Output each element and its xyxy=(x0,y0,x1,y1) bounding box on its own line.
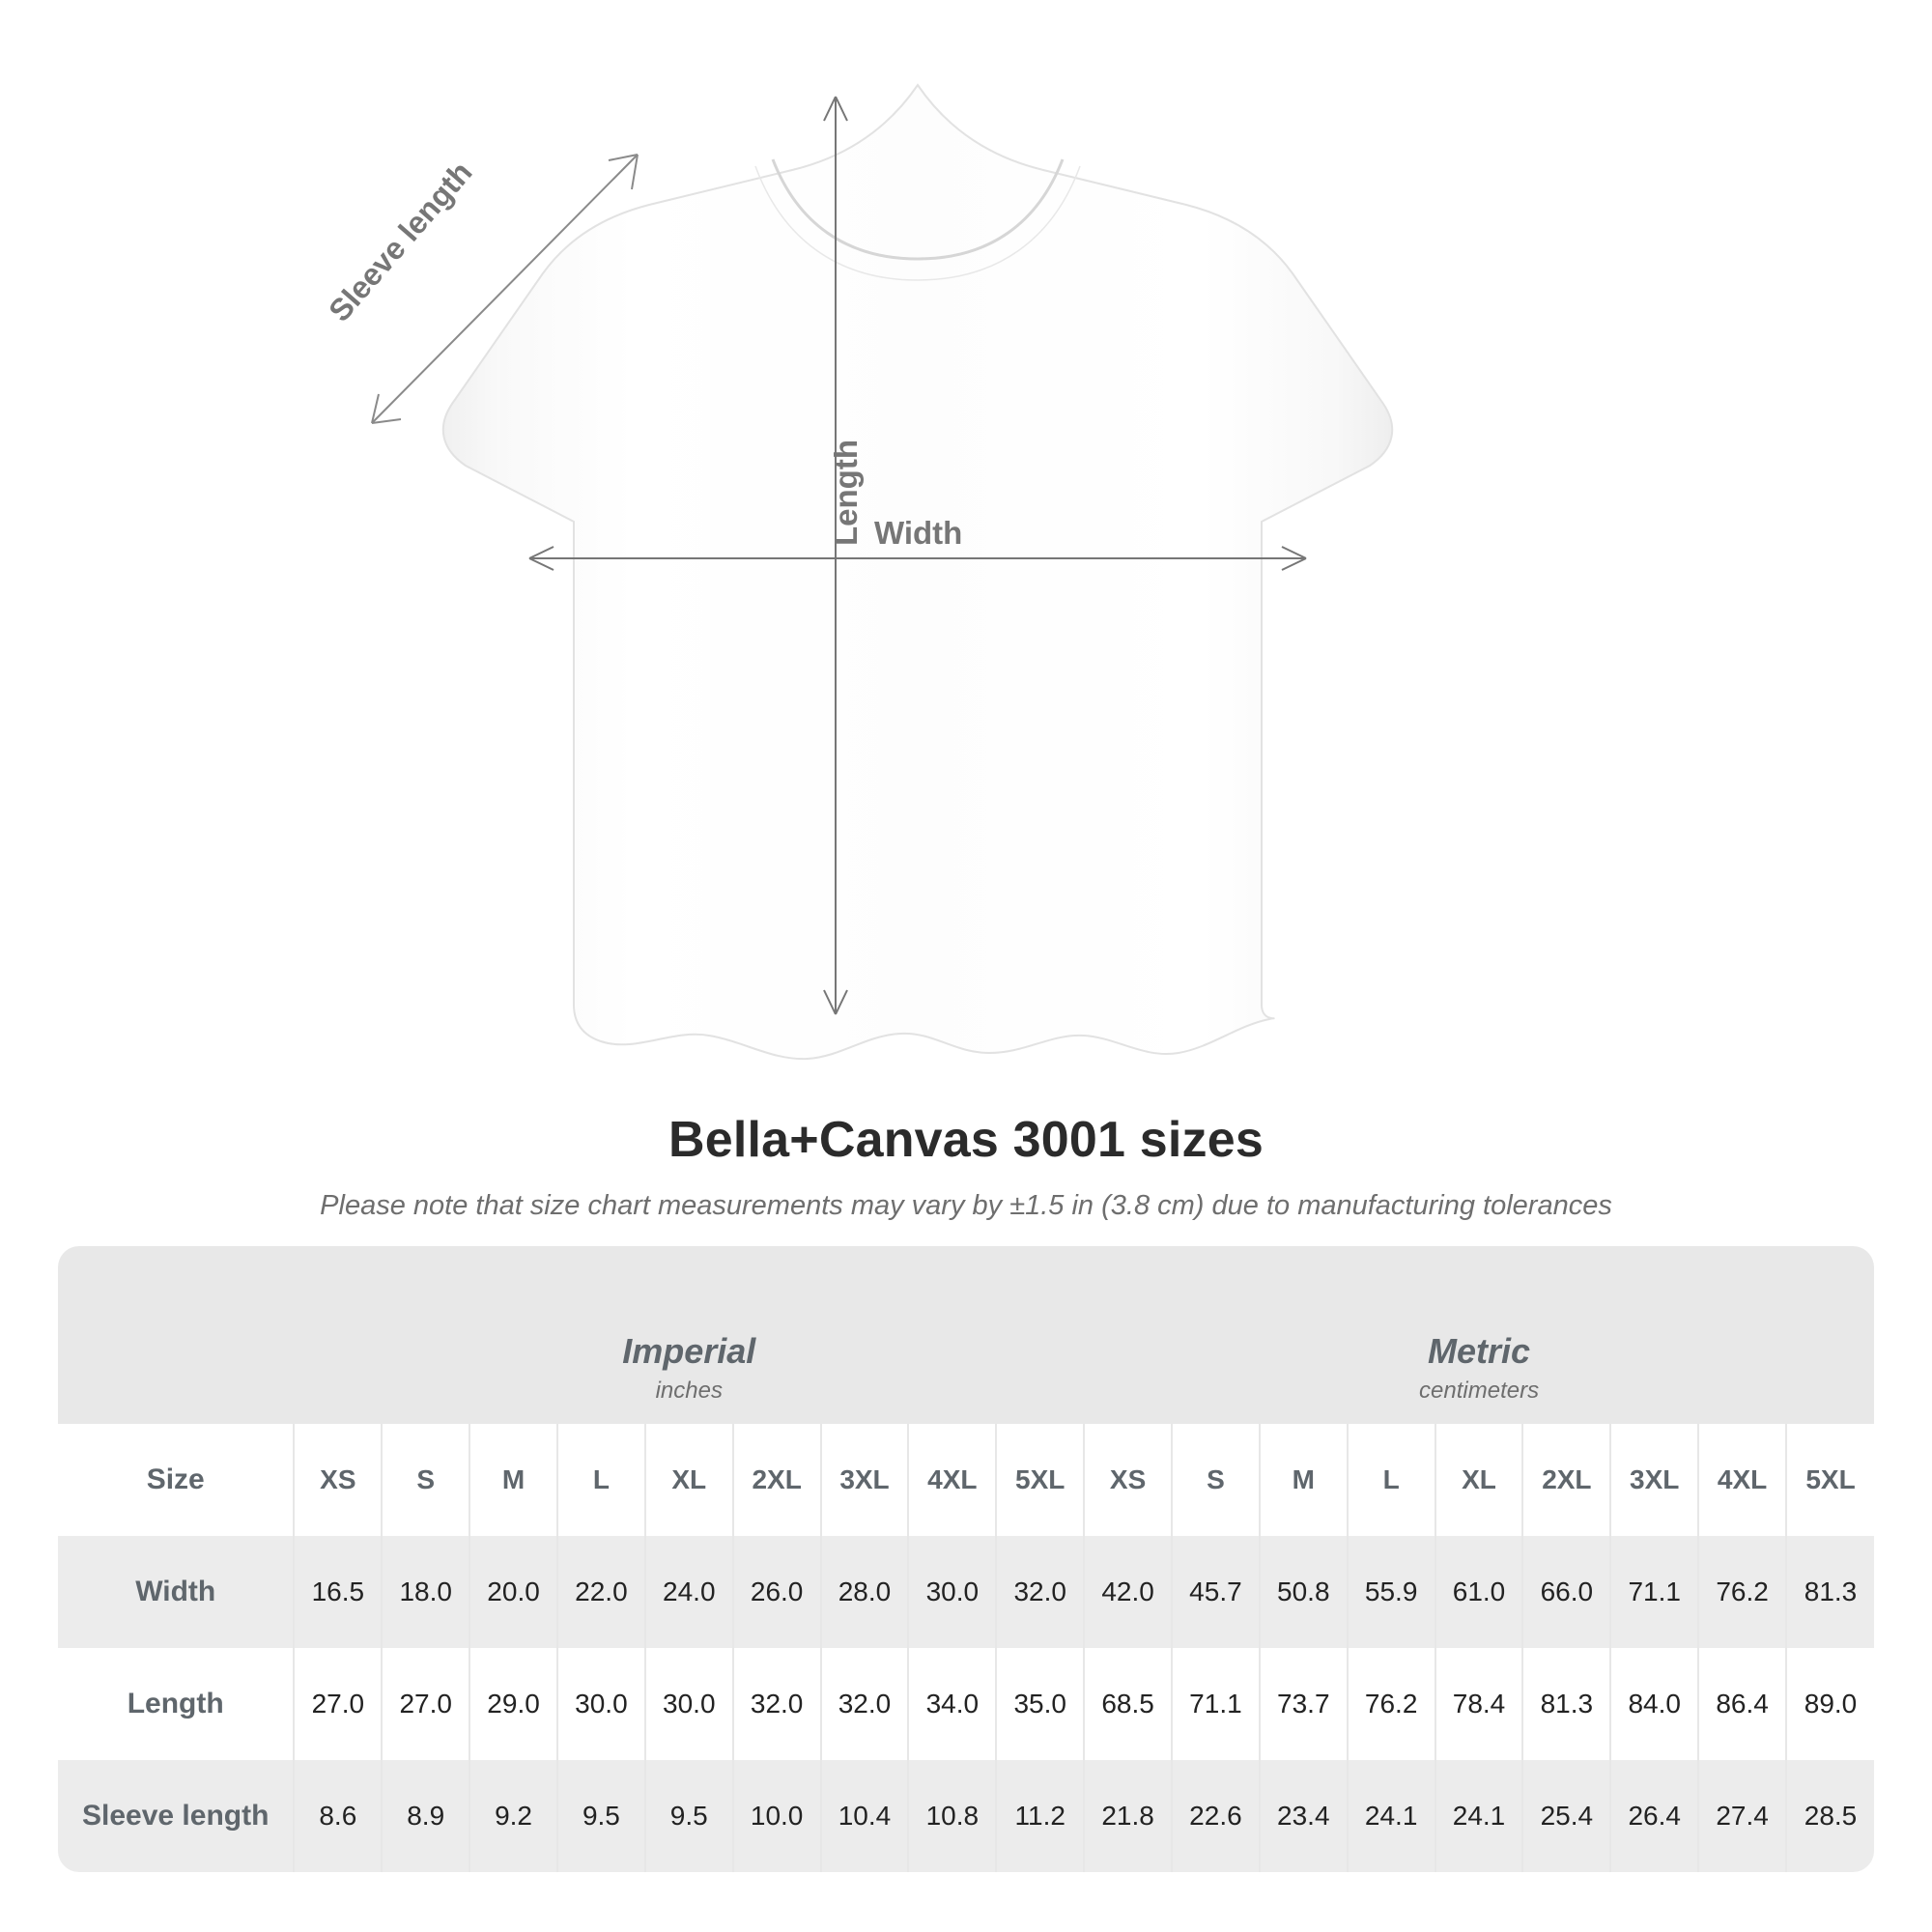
svg-text:Sleeve length: Sleeve length xyxy=(322,155,479,327)
svg-text:Length: Length xyxy=(828,440,864,546)
svg-text:Width: Width xyxy=(874,515,962,551)
